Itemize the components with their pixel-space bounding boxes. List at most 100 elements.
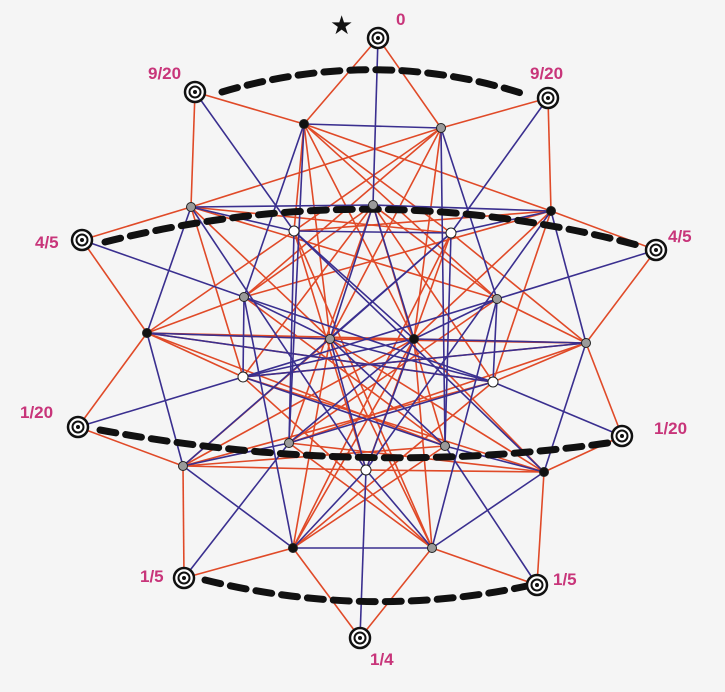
blue-edge (190, 204, 374, 208)
blue-edge (243, 296, 331, 340)
red-edge (288, 342, 587, 444)
blue-edge (293, 230, 415, 340)
inner-nodes (142, 119, 591, 553)
node-white (445, 227, 457, 239)
blue-edge (243, 296, 294, 549)
node-black (288, 543, 298, 553)
outer-node-sw (172, 566, 196, 590)
label-top: 0 (396, 10, 405, 29)
red-edge (77, 426, 184, 467)
blue-edge (329, 338, 446, 447)
outer-node-center (76, 425, 80, 429)
blue-edge (190, 206, 367, 471)
blue-edge (81, 239, 245, 298)
red-edge (329, 127, 442, 340)
star-icon: ★ (330, 11, 353, 41)
red-edge (292, 445, 446, 549)
red-edge (547, 97, 552, 212)
blue-edge (444, 445, 545, 473)
node-gray (368, 200, 378, 210)
red-edge (146, 296, 245, 334)
blue-edge (496, 249, 657, 300)
blue-edge (303, 123, 442, 129)
blue-edge (182, 465, 294, 549)
outer-node-eL (610, 424, 634, 448)
blue-edge (292, 469, 367, 549)
blue-edge (365, 210, 552, 471)
blue-edge (372, 204, 415, 340)
blue-edge (372, 204, 552, 212)
outer-node-center (80, 238, 84, 242)
outer-node-center (182, 576, 186, 580)
red-edge (146, 230, 295, 334)
red-edge (242, 204, 374, 378)
blue-edge (288, 230, 295, 444)
outer-node-wL (66, 415, 90, 439)
label-e-lower: 1/20 (654, 419, 687, 438)
blue-edge (413, 338, 587, 344)
red-edge (146, 332, 446, 447)
red-edge (303, 123, 552, 212)
node-gray (284, 438, 294, 448)
red-edge (293, 210, 552, 232)
node-white (237, 371, 249, 383)
node-gray (178, 461, 188, 471)
label-sw: 1/5 (140, 567, 164, 586)
red-edge (243, 204, 374, 298)
red-edge (372, 204, 498, 300)
red-edge (359, 547, 433, 639)
node-gray (440, 441, 450, 451)
outer-node-center (358, 636, 362, 640)
blue-edge (365, 469, 433, 549)
blue-edge (242, 296, 245, 378)
outer-nodes (66, 26, 668, 650)
outer-node-center (535, 583, 539, 587)
node-gray (186, 202, 196, 212)
outer-node-top (366, 26, 390, 50)
red-edge (190, 206, 244, 378)
blue-edge (182, 232, 452, 467)
blue-edge (293, 230, 545, 473)
red-edge (496, 298, 587, 344)
node-black (546, 206, 556, 216)
blue-edge (288, 381, 494, 444)
red-edge (413, 338, 433, 549)
blue-edge (183, 442, 290, 579)
node-gray (325, 334, 335, 344)
label-w-upper: 4/5 (35, 233, 59, 252)
red-edge (292, 547, 361, 639)
red-edge (242, 376, 433, 549)
label-e-upper: 4/5 (668, 227, 692, 246)
blue-edge (293, 230, 452, 234)
blue-edge (329, 204, 374, 340)
red-edge (182, 338, 415, 467)
red-edge (585, 249, 657, 344)
blue-edge (372, 37, 379, 206)
red-edge (450, 232, 587, 344)
red-edge (372, 204, 494, 383)
red-edge (288, 442, 433, 549)
red-edge (146, 332, 244, 378)
outer-node-bot (348, 626, 372, 650)
node-black (539, 467, 549, 477)
blue-edge (329, 338, 367, 471)
red-edge (183, 547, 294, 579)
outer-node-center (193, 90, 197, 94)
node-black (142, 328, 152, 338)
red-edge (190, 206, 331, 340)
red-edge (365, 469, 545, 473)
red-edge (292, 338, 415, 549)
red-edge (288, 204, 374, 444)
outer-node-nw (183, 80, 207, 104)
node-white (288, 225, 300, 237)
blue-edge (359, 469, 367, 639)
blue-edge (182, 442, 290, 467)
blue-edge (288, 123, 305, 444)
dashed-curve-bottom (201, 576, 531, 606)
red-edge (536, 471, 545, 586)
red-edge (182, 465, 185, 579)
outer-node-center (376, 36, 380, 40)
blue-edge (450, 97, 549, 234)
blue-edge (431, 471, 545, 549)
